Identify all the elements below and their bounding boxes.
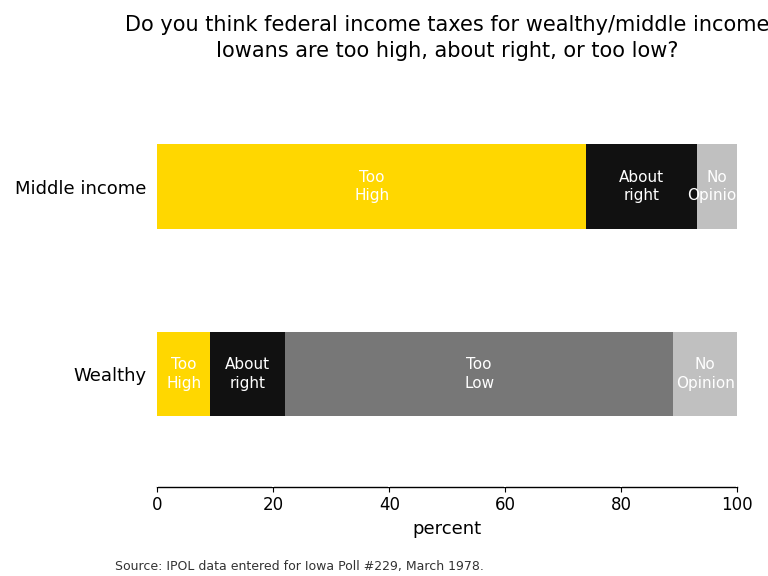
Bar — [285, 332, 674, 416]
Text: Too
High: Too High — [354, 170, 389, 203]
Text: Too
High: Too High — [166, 357, 201, 391]
Bar — [674, 332, 737, 416]
Text: About
right: About right — [225, 357, 270, 391]
Text: About
right: About right — [619, 170, 664, 203]
Text: No
Opinion: No Opinion — [676, 357, 735, 391]
X-axis label: percent: percent — [412, 520, 482, 538]
Text: No
Opinion: No Opinion — [687, 170, 746, 203]
Text: Source: IPOL data entered for Iowa Poll #229, March 1978.: Source: IPOL data entered for Iowa Poll … — [115, 560, 484, 573]
Bar — [157, 145, 587, 229]
Bar — [210, 332, 285, 416]
Bar — [697, 145, 737, 229]
Bar — [157, 332, 210, 416]
Title: Do you think federal income taxes for wealthy/middle income
Iowans are too high,: Do you think federal income taxes for we… — [125, 15, 768, 62]
Bar — [587, 145, 697, 229]
Text: Too
Low: Too Low — [464, 357, 495, 391]
